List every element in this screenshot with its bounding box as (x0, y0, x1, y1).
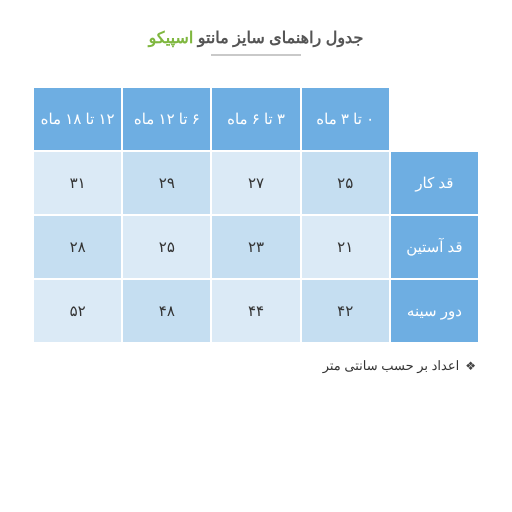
footnote-container: ❖ اعداد بر حسب سانتی متر (0, 344, 512, 374)
table-cell: ۲۵ (301, 151, 390, 215)
col-header: ۱۲ تا ۱۸ ماه (33, 87, 122, 151)
table-cell: ۲۱ (301, 215, 390, 279)
table-cell: ۳۱ (33, 151, 122, 215)
table-cell: ۲۵ (122, 215, 211, 279)
col-header: ۳ تا ۶ ماه (211, 87, 300, 151)
col-header: ۶ تا ۱۲ ماه (122, 87, 211, 151)
table-cell: ۲۸ (33, 215, 122, 279)
row-header: قد آستین (390, 215, 479, 279)
title-divider (211, 54, 301, 56)
table-row: دور سینه ۴۲ ۴۴ ۴۸ ۵۲ (33, 279, 479, 343)
size-guide-table: ۰ تا ۳ ماه ۳ تا ۶ ماه ۶ تا ۱۲ ماه ۱۲ تا … (32, 86, 480, 344)
title-brand: اسپیکو (149, 30, 194, 47)
table-cell: ۵۲ (33, 279, 122, 343)
table-row: قد کار ۲۵ ۲۷ ۲۹ ۳۱ (33, 151, 479, 215)
table-cell: ۲۳ (211, 215, 300, 279)
page-title: جدول راهنمای سایز مانتو اسپیکو (149, 28, 364, 48)
table-cell: ۲۷ (211, 151, 300, 215)
table-corner-cell (390, 87, 479, 151)
row-header: دور سینه (390, 279, 479, 343)
table-row: قد آستین ۲۱ ۲۳ ۲۵ ۲۸ (33, 215, 479, 279)
table-cell: ۲۹ (122, 151, 211, 215)
diamond-icon: ❖ (465, 359, 476, 373)
title-container: جدول راهنمای سایز مانتو اسپیکو (0, 0, 512, 68)
title-main: جدول راهنمای سایز مانتو (198, 30, 364, 47)
col-header: ۰ تا ۳ ماه (301, 87, 390, 151)
table-cell: ۴۸ (122, 279, 211, 343)
table-header-row: ۰ تا ۳ ماه ۳ تا ۶ ماه ۶ تا ۱۲ ماه ۱۲ تا … (33, 87, 479, 151)
row-header: قد کار (390, 151, 479, 215)
table-cell: ۴۲ (301, 279, 390, 343)
table-container: ۰ تا ۳ ماه ۳ تا ۶ ماه ۶ تا ۱۲ ماه ۱۲ تا … (0, 68, 512, 344)
footnote-text: اعداد بر حسب سانتی متر (323, 358, 460, 374)
table-cell: ۴۴ (211, 279, 300, 343)
